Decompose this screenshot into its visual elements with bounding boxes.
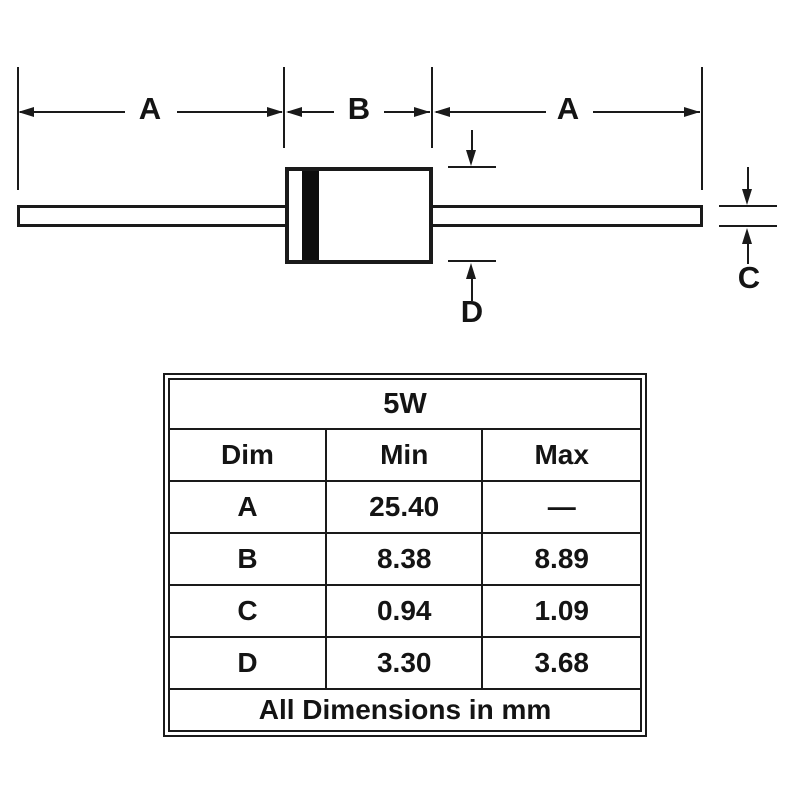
table-row-a: A 25.40 — — [170, 482, 640, 534]
table-row-d: D 3.30 3.68 — [170, 638, 640, 690]
dimension-line-a-left-2 — [177, 111, 282, 113]
col-header-min: Min — [327, 430, 484, 480]
cell-min: 25.40 — [327, 482, 484, 532]
table-title: 5W — [383, 387, 427, 420]
cell-min: 3.30 — [327, 638, 484, 688]
dimension-line-b-2 — [384, 111, 430, 113]
dim-d-top-arrow-line — [471, 130, 473, 152]
dim-arrow-c-bottom — [742, 228, 752, 244]
extension-line-body-left — [283, 67, 285, 148]
dim-label-d: D — [460, 294, 484, 329]
table-footer-row: All Dimensions in mm — [170, 690, 640, 730]
dim-arrow-a-left-end — [267, 107, 283, 117]
dimension-line-a-right-2 — [593, 111, 700, 113]
cell-min: 8.38 — [327, 534, 484, 584]
dim-c-bottom-arrow-line — [747, 242, 749, 264]
col-header-max: Max — [534, 439, 589, 470]
dim-d-top-tick — [448, 166, 496, 168]
dim-arrow-b-end — [414, 107, 430, 117]
table-header-row: Dim Min Max — [170, 430, 640, 482]
dimension-table-inner: 5W Dim Min Max A 25.40 — B 8.38 8.89 C 0… — [168, 378, 642, 732]
cell-max: — — [547, 491, 576, 522]
cell-max: 8.89 — [534, 543, 589, 574]
dim-c-top-arrow-line — [747, 167, 749, 191]
dim-d-bottom-tick — [448, 260, 496, 262]
dim-label-a-left: A — [138, 91, 162, 126]
table-row-b: B 8.38 8.89 — [170, 534, 640, 586]
cell-max: 1.09 — [534, 595, 589, 626]
dim-c-top-tick — [719, 205, 777, 207]
dim-arrow-a-right-end — [684, 107, 700, 117]
extension-line-body-right — [431, 67, 433, 148]
col-header-dim: Dim — [170, 430, 327, 480]
cathode-band — [302, 171, 319, 260]
dim-label-a-right: A — [556, 91, 580, 126]
dim-d-bottom-arrow-line — [471, 277, 473, 301]
extension-line-right — [701, 67, 703, 190]
table-title-row: 5W — [170, 380, 640, 430]
dim-c-bottom-tick — [719, 225, 777, 227]
dimension-line-b-1 — [288, 111, 334, 113]
table-row-c: C 0.94 1.09 — [170, 586, 640, 638]
table-footer: All Dimensions in mm — [258, 694, 552, 725]
dim-arrow-d-top — [466, 150, 476, 166]
dim-label-b: B — [347, 91, 371, 126]
cell-dim: D — [170, 638, 327, 688]
dim-arrow-c-top — [742, 189, 752, 205]
dimension-line-a-right-1 — [436, 111, 546, 113]
cell-dim: C — [170, 586, 327, 636]
dimension-line-a-left-1 — [20, 111, 125, 113]
cell-dim: A — [170, 482, 327, 532]
extension-line-left — [17, 67, 19, 190]
cell-min: 0.94 — [327, 586, 484, 636]
dimension-table: 5W Dim Min Max A 25.40 — B 8.38 8.89 C 0… — [163, 373, 647, 737]
dim-label-c: C — [737, 260, 761, 295]
dim-arrow-d-bottom — [466, 263, 476, 279]
cell-dim: B — [170, 534, 327, 584]
cell-max: 3.68 — [534, 647, 589, 678]
